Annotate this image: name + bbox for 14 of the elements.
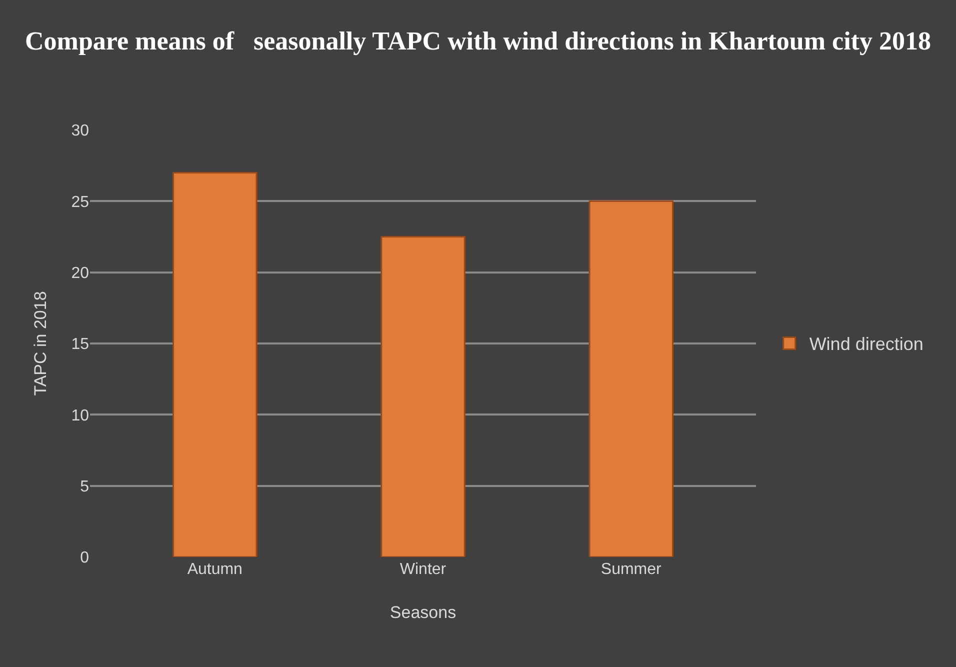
y-tick-label: 20	[71, 264, 90, 282]
x-tick-label: Autumn	[187, 561, 242, 578]
x-tick-label: Winter	[400, 561, 447, 578]
y-tick-label: 25	[71, 194, 90, 211]
y-tick-label: 30	[71, 122, 90, 140]
y-tick-label: 10	[71, 407, 90, 424]
y-tick-label: 15	[71, 336, 90, 354]
chart-title: Compare means of seasonally TAPC with wind directions in Khartoum city 2018	[25, 26, 931, 56]
y-tick-label: 0	[80, 550, 90, 567]
y-tick-label: 5	[80, 478, 90, 496]
x-tick-label: Summer	[600, 561, 662, 578]
y-axis-title: TAPC in 2018	[31, 291, 50, 396]
x-axis-title: Seasons	[390, 603, 456, 622]
legend-label: Wind direction	[809, 334, 924, 354]
